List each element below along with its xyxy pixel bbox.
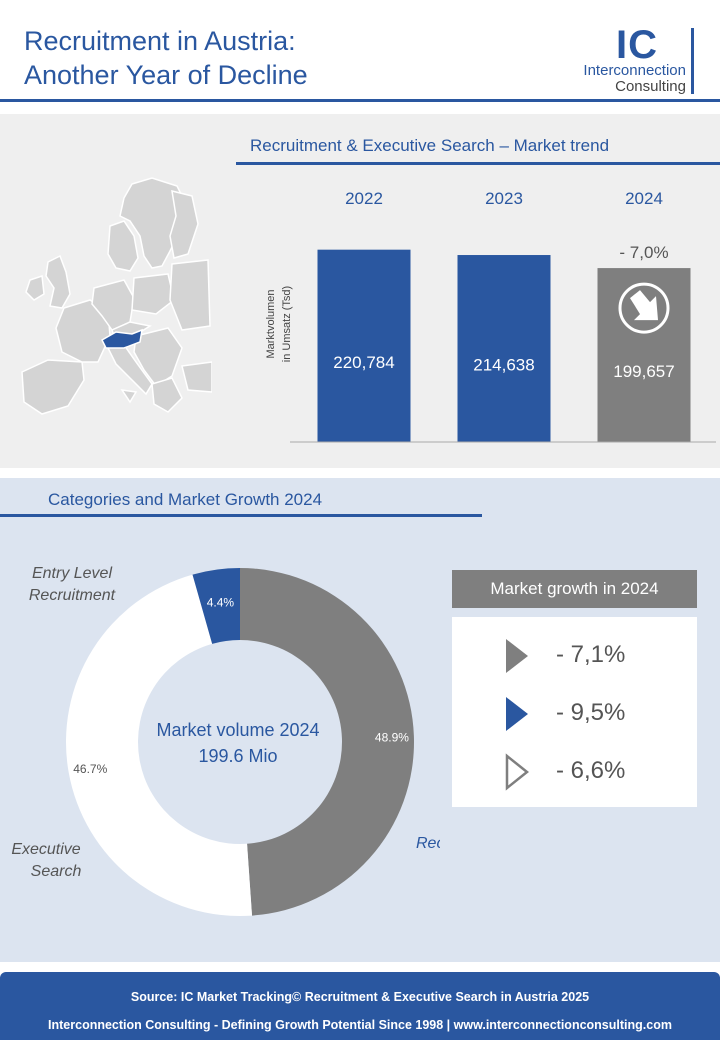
growth-value-entry-level: - 9,5% <box>556 699 626 726</box>
categories-title: Categories and Market Growth 2024 <box>48 490 323 509</box>
x-tick-label-2022: 2022 <box>345 189 383 208</box>
category-label-executive-search-line-2: Search <box>31 863 82 880</box>
market-growth-header: Market growth in 2024 <box>452 570 697 608</box>
triangle-blue-filled-icon <box>506 697 528 731</box>
growth-value-executive-search: - 6,6% <box>556 757 626 784</box>
bar-2023 <box>457 255 551 442</box>
donut-center-label-line-2: 199.6 Mio <box>198 746 277 766</box>
category-label-executive-search-line-1: Executive <box>11 841 80 858</box>
trend-change-annotation: - 7,0% <box>619 243 668 262</box>
footer: Source: IC Market Tracking© Recruitment … <box>0 972 720 1040</box>
slice-label-entry-level-recruitment: 4.4% <box>207 595 235 609</box>
europe-map-icon <box>21 177 212 415</box>
slice-entry-level-recruitment <box>192 568 240 644</box>
market-trend-bar-chart: Marktvolumen in Umsatz (Tsd) 220,784 2022 21… <box>265 189 716 443</box>
categories-donut-chart: 48.9% 46.7% 4.4% Market volume 2024 199.6 Mi… <box>11 565 440 916</box>
market-growth-panel: - 7,1% - 9,5% - 6,6% <box>452 617 697 807</box>
austria-highlight <box>101 328 143 349</box>
categories-divider <box>0 514 482 517</box>
category-label-entry-level-line-1: Entry Level <box>32 565 112 582</box>
bar-2022 <box>317 249 411 442</box>
growth-row-executive-search: - 6,6% <box>452 751 697 791</box>
category-label-recruitment: Recruitment <box>416 835 440 852</box>
logo-mark: IC <box>616 23 658 67</box>
logo-line-1: Interconnection <box>583 62 686 79</box>
title-line-1: Recruitment in Austria: <box>24 26 296 56</box>
header: Recruitment in Austria: Another Year of … <box>0 0 720 104</box>
logo-bar <box>691 28 694 94</box>
market-trend-title: Recruitment & Executive Search – Market … <box>250 136 610 155</box>
x-tick-label-2024: 2024 <box>625 189 663 208</box>
logo-line-2: Consulting <box>615 78 686 95</box>
footer-tagline: Interconnection Consulting - Defining Gr… <box>48 1018 672 1032</box>
triangle-white-outline-icon <box>505 753 530 791</box>
market-trend-divider <box>236 162 720 165</box>
header-divider <box>0 99 720 102</box>
y-axis-label-line-2: in Umsatz (Tsd) <box>281 286 293 362</box>
slice-recruitment <box>240 568 414 916</box>
growth-row-recruitment: - 7,1% <box>452 635 697 675</box>
categories-section: Categories and Market Growth 2024 48.9% 4… <box>0 478 720 962</box>
slice-label-executive-search: 46.7% <box>73 762 107 776</box>
y-axis-label-line-1: Marktvolumen <box>265 289 277 358</box>
arrow-icon-circle <box>618 282 670 334</box>
title-line-2: Another Year of Decline <box>24 60 308 90</box>
category-label-entry-level-line-2: Recruitment <box>29 587 116 604</box>
triangle-gray-filled-icon <box>506 639 528 673</box>
donut-center-label-line-1: Market volume 2024 <box>156 720 319 740</box>
bar-2024 <box>597 268 691 442</box>
arrow-icon-shape <box>630 290 658 321</box>
growth-value-recruitment: - 7,1% <box>556 641 626 668</box>
x-tick-label-2023: 2023 <box>485 189 523 208</box>
page-title: Recruitment in Austria: Another Year of … <box>24 24 308 92</box>
arrow-down-right-circle-icon <box>618 282 670 334</box>
company-logo: IC Interconnection Consulting <box>554 23 694 96</box>
slice-label-recruitment: 48.9% <box>375 731 409 745</box>
bar-value-label-2024: 199,657 <box>613 362 674 381</box>
bar-value-label-2022: 220,784 <box>333 353 394 372</box>
footer-source: Source: IC Market Tracking© Recruitment … <box>130 990 590 1004</box>
market-trend-section: Recruitment & Executive Search – Market … <box>0 114 720 468</box>
slice-executive-search <box>66 574 253 916</box>
growth-row-entry-level: - 9,5% <box>452 693 697 733</box>
bar-value-label-2023: 214,638 <box>473 356 534 375</box>
